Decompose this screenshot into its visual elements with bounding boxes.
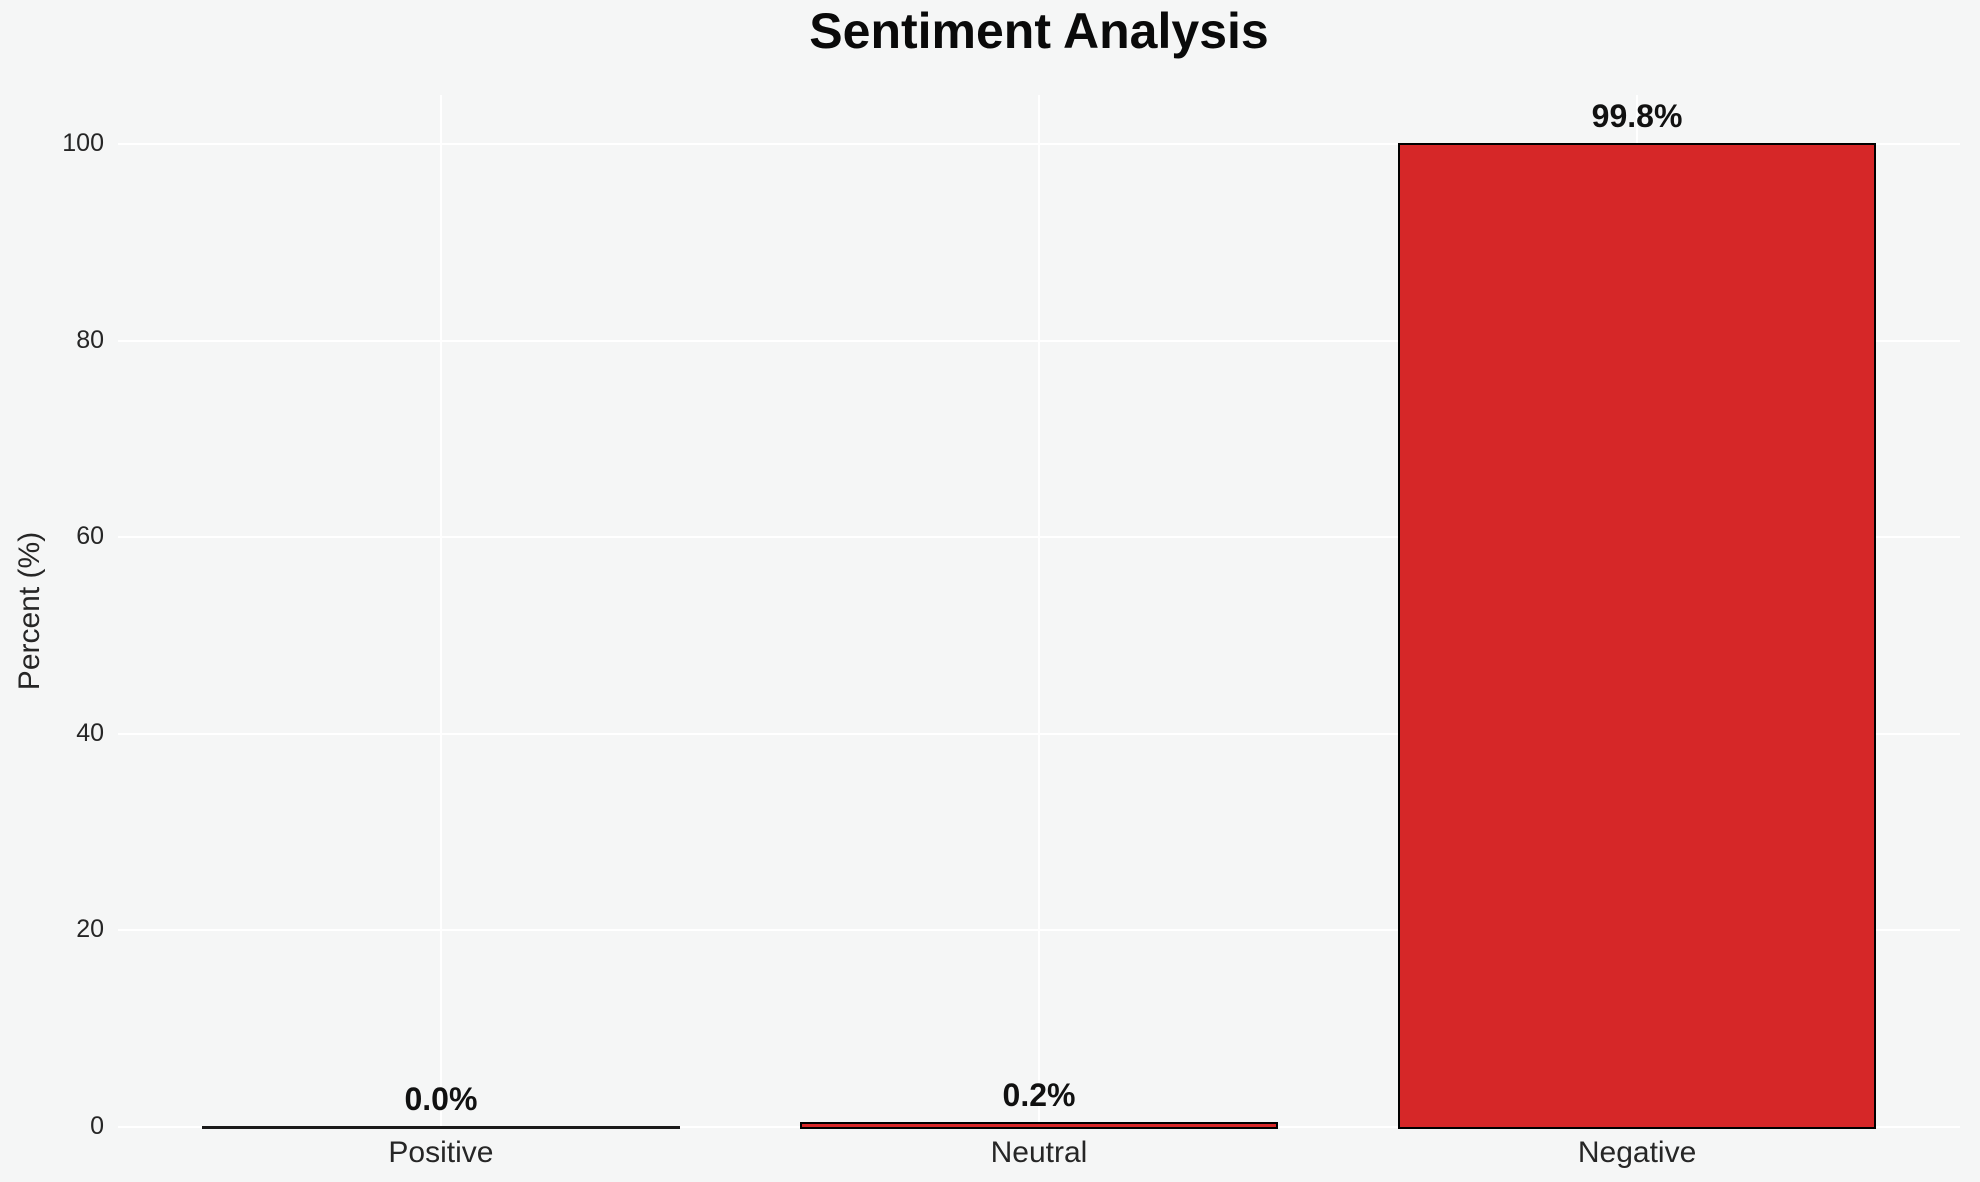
y-tick-label: 80	[76, 325, 104, 354]
bar-value-label: 0.2%	[1002, 1077, 1076, 1113]
chart-title: Sentiment Analysis	[809, 3, 1269, 59]
x-gridline	[439, 95, 442, 1127]
plot-area: 0.0% 0.2% 99.8%	[118, 95, 1960, 1129]
bar-value-label: 0.0%	[404, 1081, 478, 1117]
bar-negative	[1397, 143, 1877, 1129]
x-gridline	[1038, 95, 1040, 1127]
bar-positive	[201, 1126, 681, 1129]
y-tick-label: 0	[90, 1112, 104, 1140]
bar-neutral	[799, 1122, 1279, 1129]
x-tick-label: Positive	[388, 1136, 494, 1169]
x-tick-label: Neutral	[990, 1136, 1088, 1169]
y-tick-label: 60	[76, 522, 104, 551]
y-tick-label: 100	[62, 129, 104, 158]
x-tick-label: Negative	[1577, 1136, 1697, 1169]
y-tick-label: 40	[76, 718, 104, 747]
y-axis-label: Percent (%)	[13, 531, 46, 691]
y-tick-label: 20	[76, 915, 104, 944]
bar-value-label: 99.8%	[1591, 98, 1683, 134]
